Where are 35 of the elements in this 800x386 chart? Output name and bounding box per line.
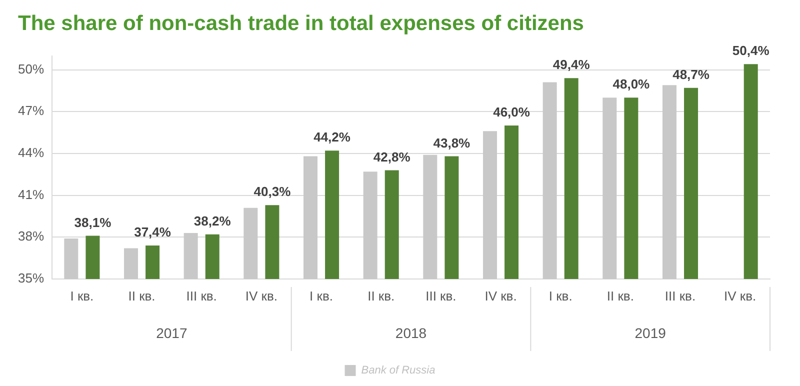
text: 2017 [156,324,188,341]
data-label: 43,8% [433,135,471,150]
text: 2019 [634,324,666,341]
data-label: 48,0% [612,76,650,92]
x-tick-label: III кв. [186,288,217,304]
data-label: 48,7% [672,66,710,82]
x-tick-label: II кв. [368,288,395,304]
text: 2018 [395,324,427,341]
x-tick-label: IV кв. [484,288,517,304]
y-tick-label: 41% [18,186,44,202]
legend-label: Bank of Russia [361,364,436,377]
data-label: 37,4% [134,224,172,240]
y-tick-label: 47% [18,103,44,118]
data-label: 46,0% [493,104,530,120]
x-tick-label: III кв. [426,288,456,304]
data-label: 38,2% [194,213,232,228]
y-tick-label: 44% [18,145,44,160]
data-label: 49,4% [552,57,590,72]
y-tick-label: 50% [18,61,44,76]
x-tick-label: III кв. [664,288,696,304]
x-tick-label: I кв. [70,288,94,304]
data-label: 38,1% [74,214,112,230]
x-tick-label: II кв. [128,288,156,304]
y-tick-label: 38% [18,228,44,244]
chart-title: The share of non-cash trade in total expenses of citizens [17,11,585,37]
data-label: 50,4% [732,43,770,58]
x-tick-label: IV кв. [724,288,756,304]
data-label: 44,2% [314,130,351,145]
x-tick-label: IV кв. [245,288,278,304]
x-tick-label: I кв. [310,288,333,304]
x-tick-label: I кв. [548,288,572,304]
data-label: 40,3% [254,184,292,200]
data-label: 42,8% [373,149,411,164]
y-tick-label: 35% [18,270,44,286]
x-tick-label: II кв. [606,288,634,304]
